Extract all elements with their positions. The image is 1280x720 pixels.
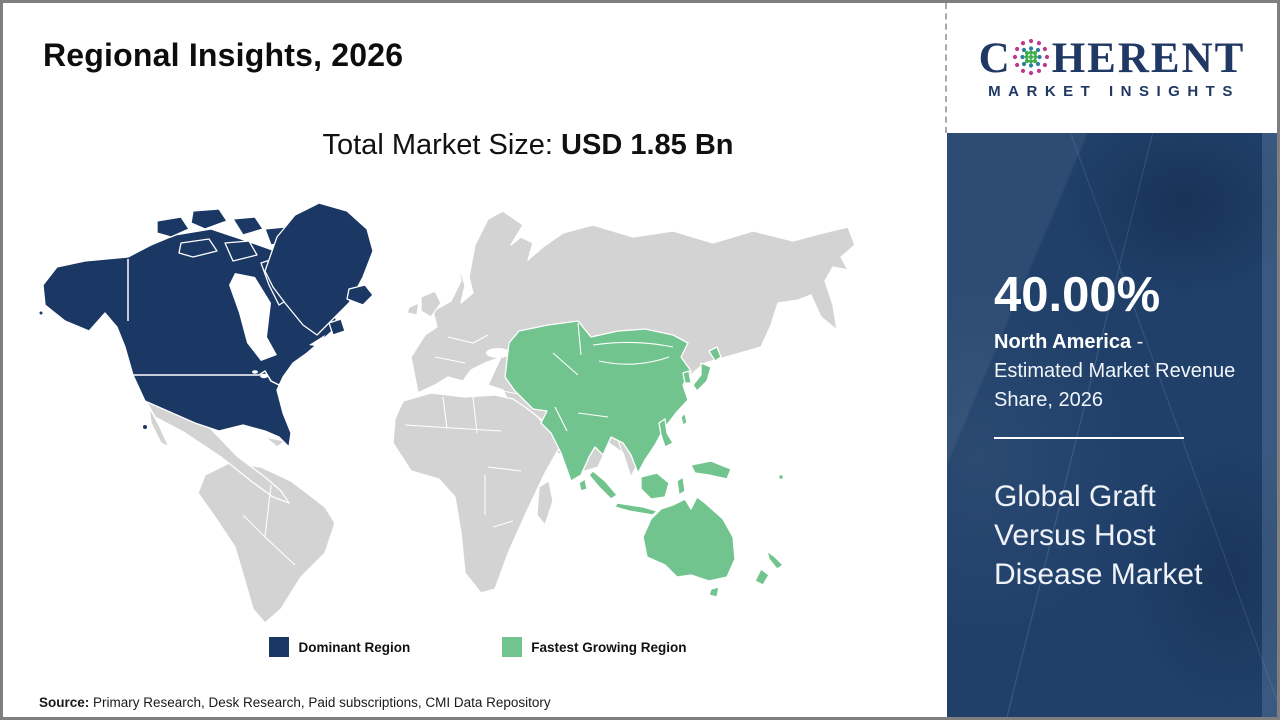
highlight-panel: 40.00% North America - Estimated Market …	[947, 133, 1277, 717]
globe-core-dots	[1024, 50, 1038, 64]
market-size-label: Total Market Size:	[322, 129, 562, 161]
source-line: Source: Primary Research, Desk Research,…	[39, 695, 551, 710]
logo-globe-icon	[1012, 38, 1049, 76]
market-name: Global Graft Versus Host Disease Market	[994, 479, 1203, 591]
logo-wordmark: C HERENT	[979, 37, 1246, 80]
panel-divider	[994, 436, 1184, 439]
map-na-details	[127, 259, 325, 386]
source-label: Source:	[39, 695, 90, 710]
company-logo: C HERENT	[945, 3, 1277, 133]
share-description: North America - Estimated Market Revenue…	[994, 328, 1236, 415]
globe-outer-dots	[1012, 38, 1049, 76]
legend-item-fastest: Fastest Growing Region	[502, 637, 687, 657]
legend-label-fastest: Fastest Growing Region	[531, 639, 687, 655]
world-map	[33, 185, 923, 635]
legend-label-dominant: Dominant Region	[298, 639, 411, 655]
dominant-region-swatch	[269, 637, 290, 657]
map-legend: Dominant Region Fastest Growing Region	[3, 637, 953, 657]
source-text: Primary Research, Desk Research, Paid su…	[89, 695, 551, 710]
page-title: Regional Insights, 2026	[43, 37, 404, 73]
market-size-value: USD 1.85 Bn	[561, 129, 734, 161]
world-map-svg	[39, 202, 856, 624]
logo-letter-c: C	[978, 34, 1010, 82]
map-region-dominant	[39, 202, 374, 448]
logo-subtitle: MARKET INSIGHTS	[988, 82, 1240, 100]
market-size-line: Total Market Size: USD 1.85 Bn	[93, 129, 963, 162]
logo-word-end: HERENT	[1051, 34, 1246, 82]
map-apac-borders	[552, 322, 674, 461]
share-region: North America	[994, 330, 1132, 353]
share-value: 40.00%	[994, 268, 1161, 322]
globe-mid-dots	[1020, 46, 1042, 68]
map-region-fastest-growing	[504, 320, 784, 598]
share-desc-text: - Estimated Market Revenue Share, 2026	[994, 330, 1236, 411]
fastest-region-swatch	[502, 637, 523, 657]
legend-item-dominant: Dominant Region	[269, 637, 410, 657]
